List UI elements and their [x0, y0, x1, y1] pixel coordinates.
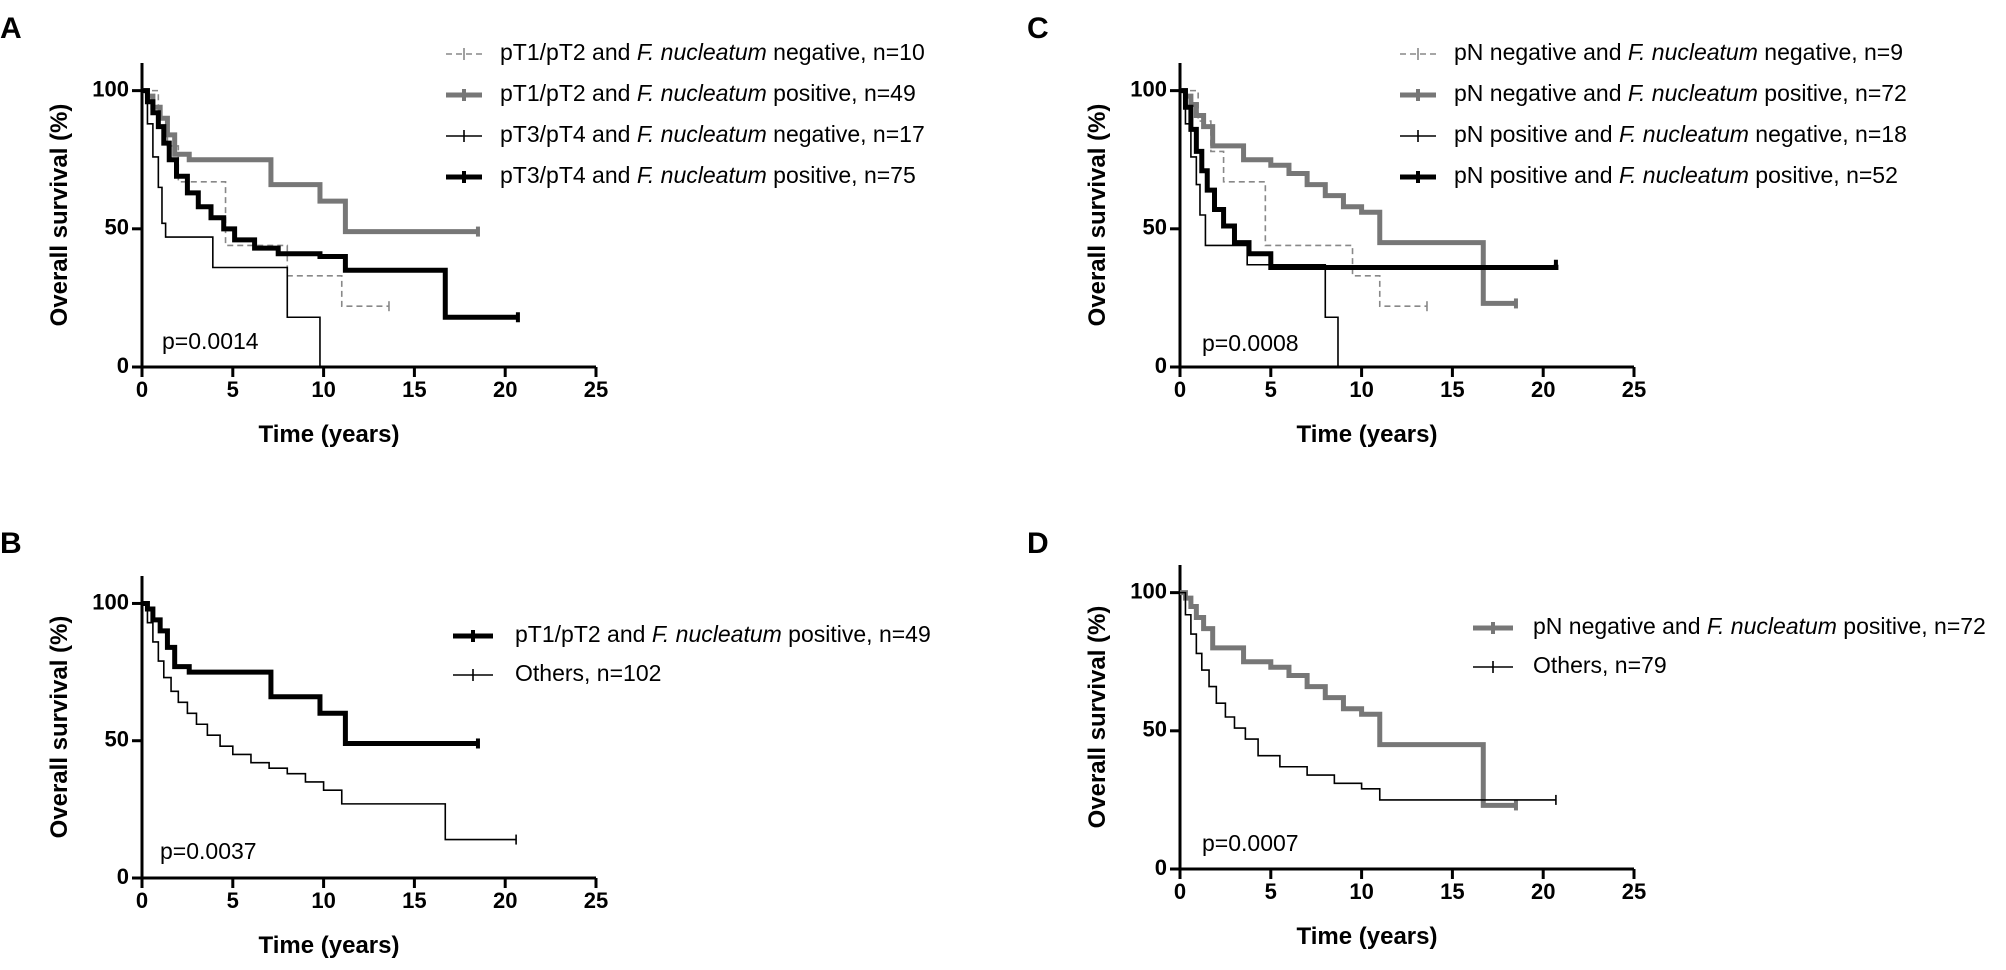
- p-value-annotation: p=0.0014: [162, 328, 259, 354]
- survival-curve: [1180, 88, 1516, 306]
- survival-curve: [142, 88, 478, 235]
- survival-curve: [142, 600, 478, 746]
- panel-a: A 0 5 10 15 20 25 0 50 100 Time (years) Overall sur…: [0, 12, 925, 448]
- panel-b: B 0 5 10 15 20 25 0 50 100 Time (years) Overall sur…: [0, 527, 931, 959]
- x-tick-label: 10: [1349, 879, 1373, 904]
- x-tick-label: 0: [1174, 879, 1186, 904]
- x-tick-label: 10: [1349, 377, 1373, 402]
- p-value-annotation: p=0.0037: [160, 838, 257, 864]
- x-axis-label: Time (years): [1297, 421, 1438, 448]
- panel-d: D 0 5 10 15 20 25 0 50 100 Time (years) Overall sur…: [1027, 527, 1986, 950]
- y-tick-label: 0: [1155, 353, 1167, 378]
- x-tick-label: 15: [1440, 377, 1464, 402]
- legend-label: pN positive and F. nucleatum positive, n…: [1454, 162, 1898, 188]
- y-tick-label: 50: [1143, 215, 1167, 240]
- survival-curve: [142, 88, 518, 320]
- survival-curve: [142, 602, 517, 841]
- x-tick-label: 15: [402, 377, 426, 402]
- x-tick-label: 10: [311, 888, 335, 913]
- x-tick-label: 0: [136, 377, 148, 402]
- x-tick-label: 10: [311, 377, 335, 402]
- x-tick-label: 0: [1174, 377, 1186, 402]
- y-axis-label: Overall survival (%): [46, 104, 73, 327]
- x-tick-label: 5: [1265, 879, 1277, 904]
- y-axis-label: Overall survival (%): [1084, 606, 1111, 829]
- y-tick-label: 100: [92, 76, 129, 101]
- y-tick-label: 50: [105, 215, 129, 240]
- legend-label: Others, n=102: [515, 660, 661, 686]
- legend-label: pT1/pT2 and F. nucleatum positive, n=49: [515, 621, 931, 647]
- x-tick-label: 25: [584, 377, 608, 402]
- x-tick-label: 25: [1622, 879, 1646, 904]
- legend-label: Others, n=79: [1533, 652, 1667, 678]
- x-tick-label: 25: [584, 888, 608, 913]
- y-tick-label: 0: [117, 353, 129, 378]
- y-tick-label: 0: [117, 864, 129, 889]
- panel-letter: D: [1027, 527, 1049, 560]
- survival-curve: [1180, 591, 1556, 801]
- x-tick-label: 25: [1622, 377, 1646, 402]
- p-value-annotation: p=0.0008: [1202, 330, 1299, 356]
- y-tick-label: 100: [1130, 76, 1167, 101]
- survival-curve: [1180, 89, 1339, 367]
- survival-curve: [1180, 590, 1516, 808]
- legend-label: pN positive and F. nucleatum negative, n…: [1454, 121, 1907, 147]
- survival-curve: [1180, 89, 1427, 307]
- survival-curve: [142, 89, 389, 307]
- legend-label: pT3/pT4 and F. nucleatum positive, n=75: [500, 162, 916, 188]
- p-value-annotation: p=0.0007: [1202, 830, 1299, 856]
- x-tick-label: 15: [402, 888, 426, 913]
- x-axis-label: Time (years): [1297, 923, 1438, 950]
- x-tick-label: 5: [227, 888, 239, 913]
- legend-label: pT1/pT2 and F. nucleatum negative, n=10: [500, 39, 925, 65]
- panel-letter: C: [1027, 12, 1049, 45]
- x-tick-label: 0: [136, 888, 148, 913]
- survival-curve: [142, 89, 321, 367]
- y-tick-label: 50: [1143, 717, 1167, 742]
- legend-label: pN negative and F. nucleatum positive, n…: [1454, 80, 1907, 106]
- y-tick-label: 100: [92, 589, 129, 614]
- panel-letter: A: [0, 12, 22, 45]
- legend-label: pN negative and F. nucleatum positive, n…: [1533, 613, 1986, 639]
- survival-curve: [1180, 88, 1559, 271]
- y-axis-label: Overall survival (%): [46, 616, 73, 839]
- panel-c: C 0 5 10 15 20 25 0 50 100 Time (years) Overall sur…: [1027, 12, 1907, 448]
- y-tick-label: 100: [1130, 578, 1167, 603]
- x-tick-label: 15: [1440, 879, 1464, 904]
- x-tick-label: 20: [493, 888, 517, 913]
- x-tick-label: 5: [1265, 377, 1277, 402]
- y-axis-label: Overall survival (%): [1084, 104, 1111, 327]
- panel-letter: B: [0, 527, 22, 560]
- legend-label: pN negative and F. nucleatum negative, n…: [1454, 39, 1903, 65]
- x-axis-label: Time (years): [259, 932, 400, 959]
- y-tick-label: 50: [105, 727, 129, 752]
- x-tick-label: 20: [1531, 879, 1555, 904]
- legend-label: pT3/pT4 and F. nucleatum negative, n=17: [500, 121, 925, 147]
- x-tick-label: 20: [1531, 377, 1555, 402]
- x-tick-label: 5: [227, 377, 239, 402]
- x-axis-label: Time (years): [259, 421, 400, 448]
- legend-label: pT1/pT2 and F. nucleatum positive, n=49: [500, 80, 916, 106]
- y-tick-label: 0: [1155, 855, 1167, 880]
- x-tick-label: 20: [493, 377, 517, 402]
